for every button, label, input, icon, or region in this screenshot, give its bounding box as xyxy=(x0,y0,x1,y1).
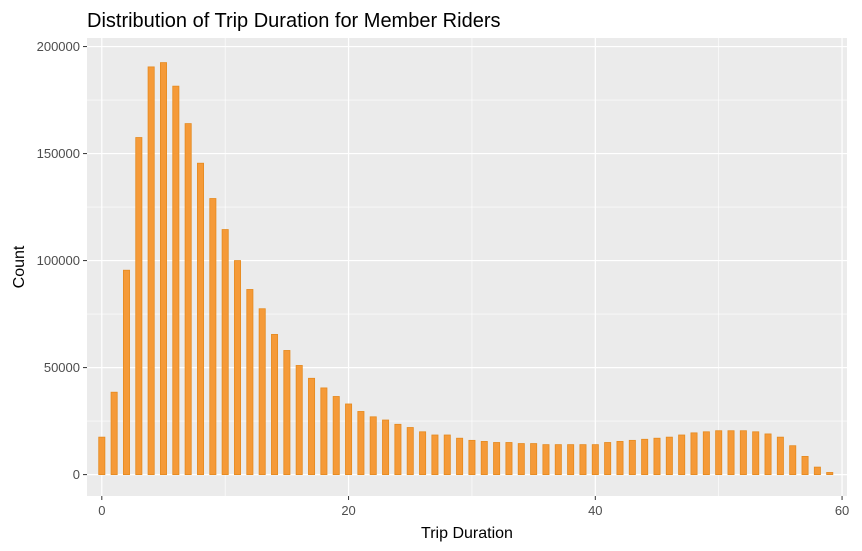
y-axis: 0 50000 100000 150000 200000 xyxy=(37,39,87,482)
bars xyxy=(98,62,834,475)
bar xyxy=(739,430,747,475)
x-tick-label: 20 xyxy=(341,503,355,518)
bar xyxy=(135,137,143,475)
x-tick-label: 40 xyxy=(588,503,602,518)
y-tick-label: 0 xyxy=(73,467,80,482)
bar xyxy=(197,162,204,475)
bar xyxy=(345,403,353,475)
x-tick-label: 0 xyxy=(98,503,105,518)
bar xyxy=(579,444,587,475)
bar xyxy=(813,466,821,475)
bar xyxy=(98,436,106,475)
bar xyxy=(160,62,167,475)
bar xyxy=(764,433,772,475)
bar xyxy=(320,387,328,475)
bar xyxy=(147,66,155,475)
bar xyxy=(221,229,229,475)
bar xyxy=(678,434,686,475)
bar xyxy=(295,365,303,475)
bar xyxy=(308,377,316,475)
bar xyxy=(665,436,673,475)
bar xyxy=(517,443,525,475)
bar xyxy=(122,269,130,475)
bar xyxy=(209,198,217,475)
bar xyxy=(641,438,649,475)
bar xyxy=(480,441,488,475)
bar xyxy=(283,350,291,475)
bar xyxy=(234,260,242,475)
bar xyxy=(332,396,340,475)
bar xyxy=(542,444,550,475)
bar xyxy=(431,434,439,475)
y-tick-label: 100000 xyxy=(37,253,80,268)
y-tick-label: 50000 xyxy=(44,360,80,375)
bar xyxy=(653,437,661,475)
bar xyxy=(246,289,254,475)
bar xyxy=(554,444,562,475)
chart-title: Distribution of Trip Duration for Member… xyxy=(87,10,500,32)
bar xyxy=(702,431,710,475)
bar xyxy=(789,445,797,475)
bar xyxy=(567,444,575,475)
bar xyxy=(419,431,427,475)
bar xyxy=(493,442,501,475)
bar xyxy=(530,443,538,475)
y-tick-label: 150000 xyxy=(37,146,80,161)
bar xyxy=(628,439,636,475)
bar xyxy=(184,123,192,475)
bar xyxy=(505,442,513,475)
x-tick-label: 60 xyxy=(835,503,849,518)
bar xyxy=(369,416,377,475)
bar xyxy=(172,85,180,475)
bar xyxy=(616,441,624,475)
bar xyxy=(826,472,834,475)
bar xyxy=(591,444,599,475)
bar xyxy=(258,308,266,475)
bar xyxy=(776,436,784,475)
bar xyxy=(406,427,414,475)
bar xyxy=(271,334,279,475)
bar xyxy=(394,423,402,475)
bar xyxy=(456,437,464,475)
x-axis: 0 20 40 60 xyxy=(98,496,849,518)
bar xyxy=(604,442,612,475)
y-tick-label: 200000 xyxy=(37,39,80,54)
bar xyxy=(801,456,809,475)
bar xyxy=(357,411,365,475)
x-axis-title: Trip Duration xyxy=(421,525,513,542)
bar xyxy=(443,434,451,475)
bar xyxy=(690,432,698,475)
bar xyxy=(727,430,735,475)
bar xyxy=(715,430,723,475)
bar xyxy=(468,439,476,475)
bar xyxy=(110,391,118,475)
bar xyxy=(382,419,390,475)
y-axis-title: Count xyxy=(11,245,28,288)
bar xyxy=(752,431,760,475)
